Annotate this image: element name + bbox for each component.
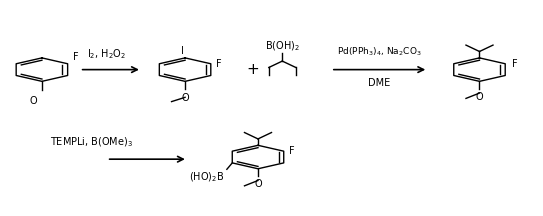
Text: DME: DME [368,78,390,88]
Text: Pd(PPh$_3$)$_4$, Na$_2$CO$_3$: Pd(PPh$_3$)$_4$, Na$_2$CO$_3$ [337,45,422,58]
Text: F: F [216,59,222,69]
Text: F: F [512,59,517,69]
Text: O: O [181,93,189,103]
Text: (HO)$_2$B: (HO)$_2$B [189,170,224,184]
Text: +: + [246,62,259,77]
Text: I: I [181,46,184,56]
Text: O: O [476,92,483,102]
Text: O: O [254,179,262,189]
Text: F: F [73,52,79,62]
Text: TEMPLi, B(OMe)$_3$: TEMPLi, B(OMe)$_3$ [50,135,133,149]
Text: B(OH)$_2$: B(OH)$_2$ [265,39,300,52]
Text: O: O [29,96,37,106]
Text: F: F [289,146,295,156]
Text: I$_2$, H$_2$O$_2$: I$_2$, H$_2$O$_2$ [87,47,127,61]
